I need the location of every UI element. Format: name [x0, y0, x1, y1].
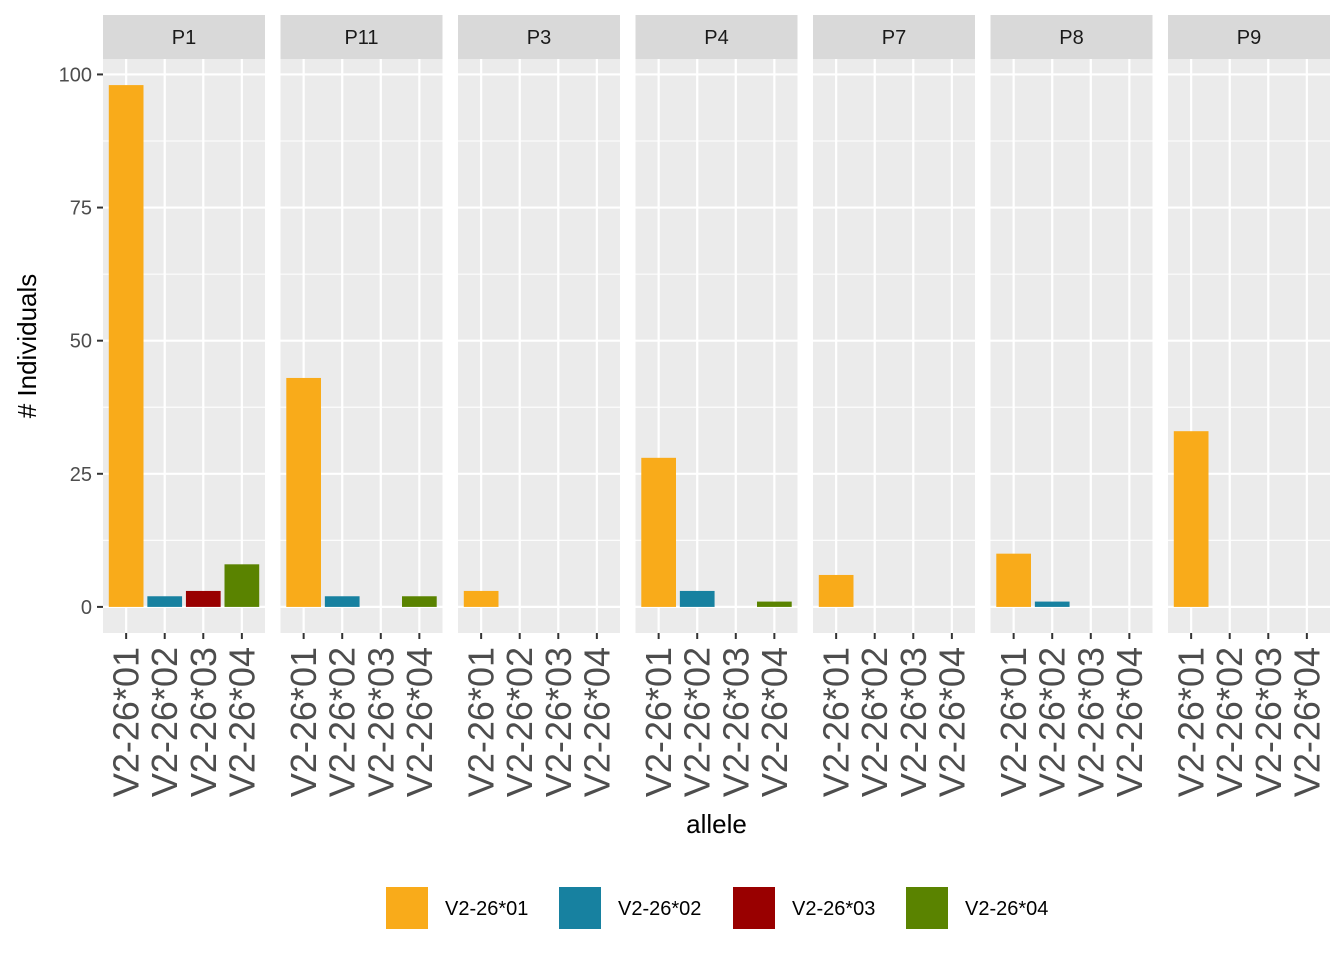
y-axis-title: # Individuals	[12, 274, 42, 419]
facet-label-p8: P8	[1059, 27, 1083, 49]
panel-background-p7	[813, 59, 975, 633]
x-tick-label-p4: V2-26*01	[638, 647, 679, 797]
facet-label-p3: P3	[527, 27, 551, 49]
bar-p11-2	[325, 596, 360, 607]
x-tick-label-p7: V2-26*01	[816, 647, 857, 797]
x-tick-label-p7: V2-26*03	[893, 647, 934, 797]
x-tick-label-p9: V2-26*04	[1286, 647, 1327, 797]
x-tick-label-p3: V2-26*03	[538, 647, 579, 797]
legend-label-2: V2-26*02	[618, 898, 701, 920]
y-tick-label: 50	[70, 331, 92, 353]
x-tick-label-p9: V2-26*02	[1209, 647, 1250, 797]
facet-label-p9: P9	[1237, 27, 1261, 49]
y-tick-label: 25	[70, 464, 92, 486]
x-tick-label-p7: V2-26*04	[931, 647, 972, 797]
y-tick-label: 0	[81, 597, 92, 619]
x-tick-label-p4: V2-26*04	[754, 647, 795, 797]
bar-p8-1	[996, 554, 1031, 607]
bar-p1-1	[109, 85, 144, 607]
bar-p4-2	[680, 591, 715, 607]
bar-p9-1	[1174, 431, 1209, 607]
facet-label-p4: P4	[704, 27, 728, 49]
x-tick-label-p1: V2-26*02	[144, 647, 185, 797]
bar-p1-3	[186, 591, 221, 607]
bar-p4-4	[757, 602, 792, 607]
x-tick-label-p8: V2-26*03	[1070, 647, 1111, 797]
bar-p1-4	[225, 564, 260, 607]
bar-p4-1	[641, 458, 676, 607]
panel-background-p3	[458, 59, 620, 633]
x-tick-label-p11: V2-26*02	[322, 647, 363, 797]
legend-label-4: V2-26*04	[965, 898, 1048, 920]
legend-label-3: V2-26*03	[792, 898, 875, 920]
legend-key-3	[733, 887, 775, 929]
legend-key-2	[559, 887, 601, 929]
x-tick-label-p8: V2-26*02	[1032, 647, 1073, 797]
x-tick-label-p9: V2-26*01	[1171, 647, 1212, 797]
x-tick-label-p8: V2-26*04	[1109, 647, 1150, 797]
facet-label-p11: P11	[344, 27, 378, 49]
bar-p7-1	[819, 575, 854, 607]
bar-p11-1	[286, 378, 321, 607]
x-tick-label-p8: V2-26*01	[993, 647, 1034, 797]
x-tick-label-p9: V2-26*03	[1248, 647, 1289, 797]
bar-p8-2	[1035, 602, 1070, 607]
bar-p1-2	[147, 596, 182, 607]
x-tick-label-p11: V2-26*03	[360, 647, 401, 797]
x-tick-label-p3: V2-26*04	[576, 647, 617, 797]
x-axis-title: allele	[686, 809, 747, 839]
x-tick-label-p7: V2-26*02	[854, 647, 895, 797]
panel-background-p8	[991, 59, 1153, 633]
x-tick-label-p1: V2-26*04	[221, 647, 262, 797]
x-tick-label-p3: V2-26*01	[461, 647, 502, 797]
x-tick-label-p1: V2-26*03	[183, 647, 224, 797]
y-tick-label: 75	[70, 198, 92, 220]
x-tick-label-p1: V2-26*01	[106, 647, 147, 797]
legend-key-1	[386, 887, 428, 929]
x-tick-label-p4: V2-26*02	[677, 647, 718, 797]
facet-label-p1: P1	[172, 27, 196, 49]
y-tick-label: 100	[59, 64, 92, 86]
legend-key-4	[906, 887, 948, 929]
x-tick-label-p11: V2-26*04	[399, 647, 440, 797]
bar-p3-1	[464, 591, 499, 607]
legend-label-1: V2-26*01	[445, 898, 528, 920]
bar-p11-4	[402, 596, 437, 607]
x-tick-label-p4: V2-26*03	[715, 647, 756, 797]
x-tick-label-p3: V2-26*02	[499, 647, 540, 797]
x-tick-label-p11: V2-26*01	[283, 647, 324, 797]
facet-label-p7: P7	[882, 27, 906, 49]
